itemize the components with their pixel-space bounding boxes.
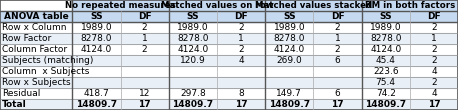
Text: DF: DF [427,12,441,21]
Bar [0,77,458,88]
Text: Matched values on row: Matched values on row [161,1,273,10]
Text: 8278.0: 8278.0 [81,34,112,43]
Text: DF: DF [138,12,152,21]
Text: 14809.7: 14809.7 [269,100,310,109]
Text: SS: SS [379,12,392,21]
Text: 1: 1 [142,34,147,43]
Text: 4124.0: 4124.0 [274,45,305,54]
Text: 14809.7: 14809.7 [76,100,117,109]
Text: Row x Column: Row x Column [2,23,66,32]
Text: 2: 2 [142,23,147,32]
Text: Column Factor: Column Factor [2,45,67,54]
Text: Row Factor: Row Factor [2,34,51,43]
Text: 2: 2 [335,45,340,54]
Bar [0,55,458,66]
Text: 1989.0: 1989.0 [177,23,209,32]
Text: 4: 4 [238,56,244,65]
Text: 4124.0: 4124.0 [177,45,208,54]
Bar [0,11,458,22]
Text: 2: 2 [335,23,340,32]
Text: 4: 4 [431,67,437,76]
Text: 2: 2 [431,45,437,54]
Text: SS: SS [186,12,199,21]
Text: 8278.0: 8278.0 [177,34,209,43]
Bar [0,99,458,110]
Text: 2: 2 [431,23,437,32]
Bar [0,33,458,44]
Text: 17: 17 [235,100,247,109]
Text: 6: 6 [335,56,340,65]
Text: 1: 1 [335,34,340,43]
Text: 1989.0: 1989.0 [81,23,112,32]
Text: 4: 4 [431,89,437,98]
Text: 14809.7: 14809.7 [172,100,213,109]
Text: DF: DF [234,12,248,21]
Text: ANOVA table: ANOVA table [4,12,69,21]
Text: 149.7: 149.7 [277,89,302,98]
Text: 1: 1 [431,34,437,43]
Text: 297.8: 297.8 [180,89,206,98]
Text: 8278.0: 8278.0 [273,34,305,43]
Text: DF: DF [331,12,344,21]
Text: 269.0: 269.0 [277,56,302,65]
Text: 14809.7: 14809.7 [365,100,406,109]
Text: SS: SS [283,12,295,21]
Text: 418.7: 418.7 [84,89,109,98]
Text: Row x Subjects: Row x Subjects [2,78,71,87]
Text: Residual: Residual [2,89,40,98]
Text: 2: 2 [238,45,244,54]
Text: 223.6: 223.6 [373,67,398,76]
Text: No repeated measures: No repeated measures [65,1,176,10]
Text: 2: 2 [431,78,437,87]
Text: 120.9: 120.9 [180,56,206,65]
Text: 6: 6 [335,89,340,98]
Text: 45.4: 45.4 [376,56,396,65]
Text: 2: 2 [238,23,244,32]
Text: RM in both factors: RM in both factors [365,1,455,10]
Text: 74.2: 74.2 [376,89,396,98]
Text: Matched values stacked: Matched values stacked [255,1,372,10]
Text: 12: 12 [139,89,150,98]
Text: Column  x Subjects: Column x Subjects [2,67,89,76]
Text: 4124.0: 4124.0 [370,45,401,54]
Text: Subjects (matching): Subjects (matching) [2,56,93,65]
Text: 2: 2 [142,45,147,54]
Text: Total: Total [2,100,27,109]
Text: 2: 2 [431,56,437,65]
Text: 17: 17 [428,100,440,109]
Text: 1989.0: 1989.0 [370,23,402,32]
Text: 1989.0: 1989.0 [273,23,305,32]
Text: 17: 17 [331,100,344,109]
Text: SS: SS [90,12,103,21]
Text: 17: 17 [138,100,151,109]
Bar [72,0,458,11]
Text: 75.4: 75.4 [376,78,396,87]
Text: 1: 1 [238,34,244,43]
Text: 4124.0: 4124.0 [81,45,112,54]
Text: 8278.0: 8278.0 [370,34,402,43]
Text: 8: 8 [238,89,244,98]
